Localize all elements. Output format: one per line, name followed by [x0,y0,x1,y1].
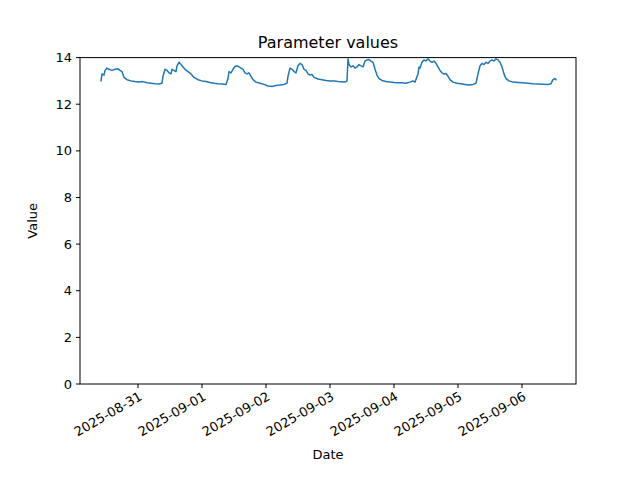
x-tick-label: 2025-09-04 [328,389,401,440]
x-tick-label: 2025-08-31 [72,389,145,440]
y-tick-label: 0 [64,377,72,392]
chart-title: Parameter values [258,33,398,52]
chart-figure: 02468101214 2025-08-312025-09-012025-09-… [0,0,640,480]
y-tick-label: 10 [55,143,72,158]
parameter-line [101,59,556,87]
y-axis-label: Value [25,203,40,239]
y-tick-label: 8 [64,190,72,205]
y-axis-ticks: 0 2 4 6 8 10 12 14 [55,50,80,391]
y-tick-label: 12 [55,97,72,112]
y-tick-label: 14 [55,50,72,65]
x-tick-label: 2025-09-02 [200,389,273,440]
x-tick-label: 2025-09-03 [264,389,337,440]
y-tick-label: 4 [64,283,72,298]
plot-area [80,58,576,384]
x-axis-label: Date [312,447,343,462]
series-group [101,59,556,87]
x-tick-label: 2025-09-06 [456,389,529,440]
x-tick-label: 2025-09-05 [392,389,465,440]
y-tick-label: 2 [64,330,72,345]
parameter-values-chart: 02468101214 2025-08-312025-09-012025-09-… [0,0,640,480]
x-axis-ticks: 2025-08-312025-09-012025-09-022025-09-03… [72,384,529,439]
y-tick-label: 6 [64,237,72,252]
x-tick-label: 2025-09-01 [136,389,209,440]
